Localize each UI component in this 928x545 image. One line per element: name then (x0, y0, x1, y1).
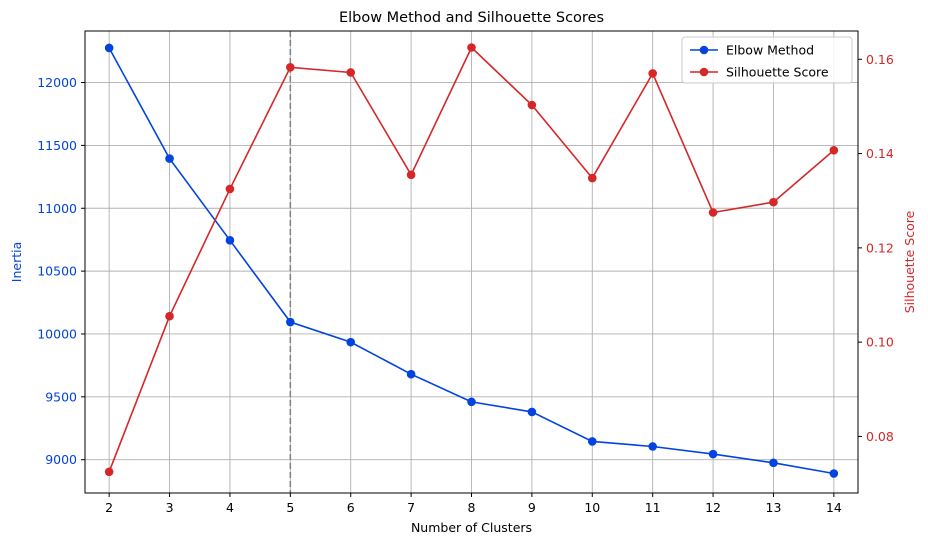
y-axis-left-label: Inertia (9, 242, 24, 282)
legend-label-silhouette-score: Silhouette Score (726, 65, 829, 80)
x-tick-label: 8 (468, 500, 476, 515)
legend-label-elbow-method: Elbow Method (726, 43, 814, 58)
x-tick-label: 5 (286, 500, 294, 515)
legend: Elbow Method Silhouette Score (681, 36, 853, 84)
chart-title: Elbow Method and Silhouette Scores (339, 10, 604, 26)
elbow-method-point (648, 442, 657, 451)
silhouette-score-point (165, 311, 174, 321)
elbow-method-point (286, 317, 295, 327)
y-right-tick-label: 0.10 (866, 335, 894, 350)
silhouette-score-point (829, 145, 839, 155)
y-left-tick-label: 9500 (45, 389, 77, 404)
x-tick-label: 7 (407, 500, 415, 515)
x-tick-label: 14 (826, 500, 842, 515)
y-left-tick-label: 10000 (37, 326, 77, 341)
x-tick-label: 4 (226, 500, 234, 515)
elbow-method-point (829, 469, 839, 478)
elbow-method-point (587, 437, 597, 446)
y-right-tick-label: 0.12 (866, 240, 894, 255)
elbow-method-point (467, 397, 476, 407)
silhouette-score-point (769, 197, 778, 207)
silhouette-score-point (587, 173, 597, 183)
y-right-tick-label: 0.14 (866, 146, 894, 161)
y-left-tick-label: 12000 (37, 75, 77, 90)
x-tick-label: 11 (645, 500, 661, 515)
y-axis-right: 0.08 0.10 0.12 0.14 0.16 (858, 52, 894, 444)
elbow-method-point (165, 154, 174, 163)
elbow-method-point (225, 236, 235, 245)
silhouette-score-point (527, 100, 537, 110)
elbow-method-point (708, 449, 718, 459)
x-tick-label: 9 (528, 500, 536, 515)
x-tick-label: 6 (347, 500, 355, 515)
x-tick-label: 12 (705, 500, 721, 515)
silhouette-score-point (467, 43, 476, 52)
silhouette-score-point (225, 184, 235, 194)
x-tick-label: 13 (766, 500, 782, 515)
legend-marker-elbow-method (699, 45, 709, 55)
x-axis: 2 3 4 5 6 7 8 9 10 11 12 13 14 (105, 493, 842, 515)
x-tick-label: 2 (105, 500, 113, 515)
y-left-tick-label: 9000 (45, 452, 77, 467)
silhouette-score-point (104, 467, 114, 477)
elbow-method-point (769, 458, 778, 468)
silhouette-score-point (346, 68, 356, 77)
elbow-method-point (527, 407, 537, 417)
elbow-method-point (104, 43, 114, 53)
y-right-tick-label: 0.16 (866, 52, 894, 67)
y-left-tick-label: 11000 (37, 201, 77, 216)
elbow-method-point (406, 369, 416, 379)
y-axis-left: 9000 9500 10000 10500 11000 11500 12000 (37, 75, 85, 467)
elbow-method-point (346, 337, 356, 347)
y-axis-right-label: Silhouette Score (902, 210, 917, 313)
x-axis-label: Number of Clusters (411, 520, 532, 535)
silhouette-score-point (708, 208, 718, 217)
silhouette-score-point (648, 69, 657, 78)
silhouette-score-point (286, 63, 295, 72)
legend-marker-silhouette-score (699, 67, 709, 77)
x-tick-label: 3 (166, 500, 174, 515)
x-tick-label: 10 (584, 500, 600, 515)
y-right-tick-label: 0.08 (866, 429, 894, 444)
y-left-tick-label: 10500 (37, 264, 77, 279)
y-left-tick-label: 11500 (37, 138, 77, 153)
silhouette-score-point (406, 170, 416, 180)
series-layer (104, 43, 839, 478)
legend-box (681, 36, 853, 84)
